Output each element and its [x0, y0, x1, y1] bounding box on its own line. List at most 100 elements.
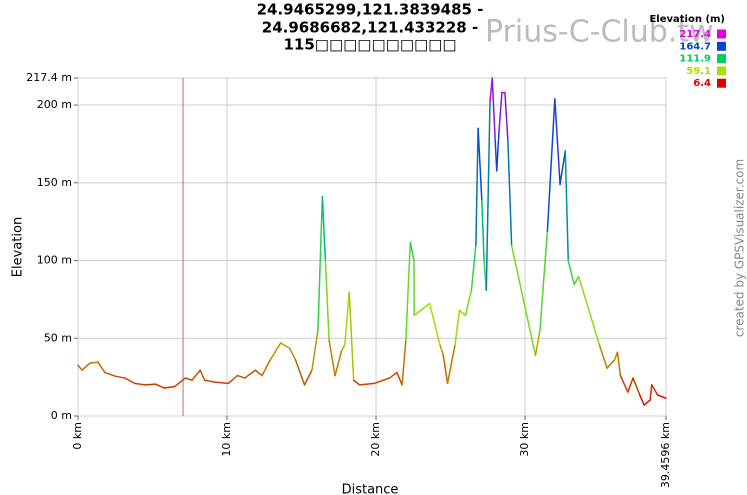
y-tick-label: 217.4 m — [26, 71, 72, 84]
y-axis-label: Elevation — [11, 217, 26, 277]
elevation-segment — [446, 344, 456, 385]
elevation-segment — [546, 98, 556, 232]
elevation-segment — [104, 371, 117, 377]
elevation-segment — [311, 329, 319, 371]
elevation-segment — [507, 140, 513, 247]
elevation-segment — [539, 230, 549, 332]
elevation-segment — [464, 289, 473, 317]
elevation-segment — [401, 339, 407, 386]
credit: created by GPSVisualizer.com — [733, 159, 747, 337]
elevation-segment — [163, 385, 176, 389]
elevation-segment — [97, 361, 106, 374]
x-tick-label: 39.4596 km — [659, 422, 672, 488]
x-tick-label: 10 km — [220, 422, 233, 457]
x-axis-label: Distance — [342, 483, 399, 495]
elevation-segment — [650, 384, 659, 396]
elevation-segment — [294, 359, 306, 386]
elevation-segment — [632, 377, 641, 396]
elevation-segment — [334, 349, 343, 377]
elevation-segment — [244, 369, 257, 379]
elevation-segment — [89, 361, 99, 364]
elevation-segment — [174, 377, 187, 388]
elevation-segment — [154, 383, 166, 389]
elevation-segment — [236, 374, 246, 379]
elevation-segment — [616, 351, 622, 377]
elevation-segment — [656, 394, 667, 399]
legend-label: 59.1 — [686, 66, 711, 77]
elevation-segment — [203, 379, 216, 383]
elevation-segment — [324, 259, 330, 342]
elevation-segment — [477, 127, 483, 202]
elevation-segment — [341, 344, 346, 351]
elevation-segment — [619, 374, 629, 393]
elevation-segment — [348, 291, 355, 381]
elevation-segment — [405, 241, 412, 342]
elevation-segment — [475, 127, 479, 247]
elevation-segment — [214, 381, 230, 385]
elevation-segment — [649, 384, 653, 401]
elevation-segment — [439, 344, 444, 356]
legend-swatch — [717, 41, 726, 51]
legend-label: 164.7 — [679, 41, 711, 52]
elevation-segment — [627, 377, 634, 393]
elevation-segment — [491, 77, 496, 142]
x-tick-label: 30 km — [518, 422, 531, 457]
x-tick-label: 0 km — [71, 422, 84, 450]
elevation-segment — [504, 91, 509, 142]
elevation-segment — [81, 362, 91, 371]
elevation-segment — [534, 329, 541, 357]
elevation-segment — [567, 259, 575, 286]
elevation-segment — [606, 359, 616, 369]
legend-label: 6.4 — [693, 78, 711, 89]
elevation-segment — [269, 342, 282, 361]
elevation-segment — [279, 342, 291, 349]
elevation-segment — [261, 359, 271, 377]
elevation-segment — [495, 130, 500, 172]
y-tick-label: 50 m — [44, 331, 72, 344]
elevation-segment — [510, 244, 537, 357]
legend-swatch — [717, 54, 726, 64]
elevation-segment — [577, 275, 601, 347]
elevation-segment — [643, 399, 651, 406]
plot-area — [77, 77, 667, 417]
legend-swatch — [717, 78, 726, 88]
elevation-segment — [321, 196, 327, 262]
elevation-segment — [442, 353, 449, 385]
y-tick-label: 150 m — [37, 176, 72, 189]
elevation-segment — [554, 98, 561, 186]
elevation-segment — [573, 275, 580, 286]
elevation-segment — [458, 309, 467, 317]
x-tick-label: 20 km — [369, 422, 382, 457]
elevation-segment — [639, 394, 646, 406]
elevation-segment — [303, 369, 313, 386]
elevation-segment — [413, 302, 431, 317]
elevation-segment — [343, 291, 350, 347]
elevation-segment — [199, 369, 206, 381]
elevation-segment — [373, 377, 391, 385]
elevation-segment — [454, 309, 461, 347]
elevation-segment — [133, 382, 146, 386]
y-tick-label: 100 m — [37, 254, 72, 267]
elevation-segment — [114, 375, 126, 379]
legend-title: Elevation (m) — [649, 14, 725, 25]
elevation-segment — [564, 150, 570, 262]
legend-label: 111.9 — [679, 54, 711, 65]
elevation-segment — [124, 377, 136, 385]
elevation-segment — [396, 371, 403, 386]
elevation-segment — [288, 347, 297, 361]
elevation-segment — [144, 383, 157, 386]
legend-label: 217.4 — [679, 29, 711, 40]
elevation-segment — [409, 241, 415, 262]
elevation-segment — [77, 364, 83, 371]
elevation-segment — [317, 196, 324, 332]
elevation-segment — [485, 100, 491, 292]
y-tick-label: 200 m — [37, 98, 72, 111]
elevation-segment — [227, 374, 239, 385]
elevation-segment — [191, 369, 201, 381]
title-line: 24.9686682,121.433228 - — [262, 19, 478, 37]
elevation-segment — [428, 302, 441, 347]
elevation-segment — [352, 379, 361, 386]
elevation-segment — [184, 377, 193, 381]
elevation-segment — [498, 91, 503, 133]
